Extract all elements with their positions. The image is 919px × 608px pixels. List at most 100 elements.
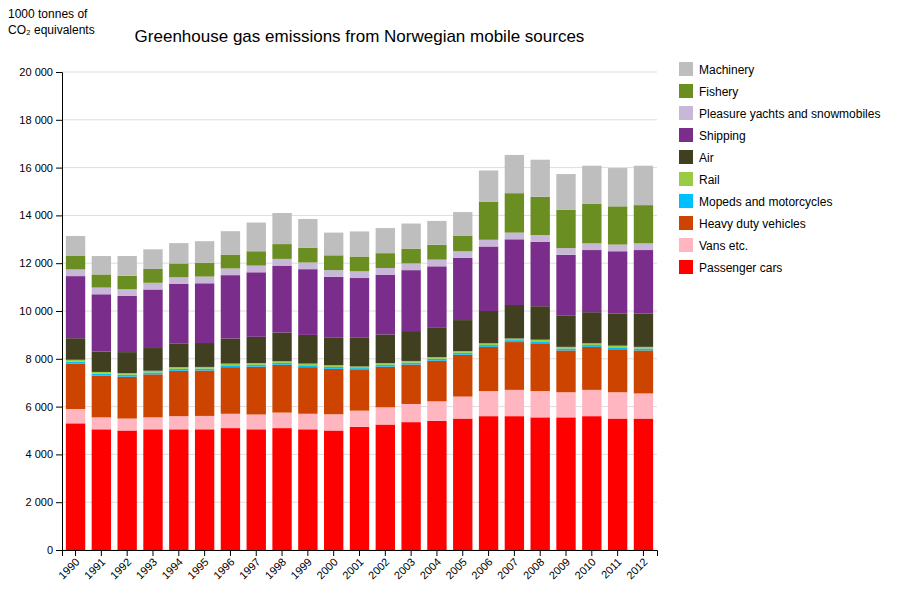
bar [608,245,627,252]
bar [556,248,575,255]
bar [350,231,369,256]
y-tick-label: 8 000 [25,353,53,365]
x-tick: 2005 [443,550,469,581]
legend-item: Rail [679,172,720,187]
bar [247,414,266,429]
x-tick-label: 2011 [599,556,624,581]
bar [66,236,85,256]
x-tick-label: 2001 [340,556,366,582]
bar [582,204,601,243]
bar [582,390,601,416]
x-tick-mark [282,550,283,556]
bar [221,268,240,275]
x-tick: 1990 [56,550,82,581]
bar [582,416,601,550]
x-tick: 2009 [546,550,572,581]
bar [195,277,214,284]
bar [479,311,498,343]
x-tick: 2002 [366,550,392,581]
bar [169,367,188,369]
x-tick-mark [540,550,541,556]
bar [556,350,575,392]
bar [531,160,550,197]
bar [582,345,601,347]
bar [272,259,291,266]
bar [169,371,188,416]
bar [298,364,317,366]
bar [195,283,214,343]
bar [92,288,111,295]
bar [479,416,498,550]
bar [298,429,317,550]
x-axis-line [63,551,658,557]
bar [66,338,85,360]
bar [582,312,601,343]
bar [66,269,85,276]
bar [324,414,343,430]
x-tick: 1999 [288,550,314,581]
bar [453,419,472,550]
x-tick: 2006 [469,550,495,581]
x-tick-mark [127,550,128,556]
bar [608,251,627,313]
bar [608,168,627,206]
bar [401,224,420,249]
bar [66,364,85,409]
legend-label: Fishery [699,85,738,99]
bar [169,344,188,367]
x-tick-mark [591,550,592,556]
y-axis: 02 0004 0006 0008 00010 00012 00014 0001… [19,66,62,556]
bar [169,284,188,344]
y-tick-mark [56,168,62,169]
x-tick-mark [152,550,153,556]
bar [505,239,524,305]
bar [221,428,240,550]
x-tick-label: 2012 [624,556,650,582]
bar [556,316,575,347]
bar [634,349,653,351]
x-tick-mark [256,550,257,556]
bar [350,257,369,272]
x-tick: 2011 [599,550,624,581]
bar [582,347,601,390]
bar [582,243,601,250]
legend-item: Mopeds and motorcycles [679,194,832,209]
y-tick: 4 000 [25,448,62,460]
legend-swatch [679,260,693,274]
bar [634,347,653,349]
bar [453,351,472,353]
bar [221,365,240,367]
y-tick: 0 [47,544,62,556]
y-tick-mark [56,120,62,121]
x-tick-label: 2005 [443,556,469,582]
legend-item: Heavy duty vehicles [679,216,806,231]
bar [427,401,446,421]
bar [505,342,524,390]
x-tick: 2004 [417,550,443,581]
bar [376,365,395,367]
bar [143,269,162,283]
bar [92,372,111,374]
y-tick: 20 000 [19,66,62,78]
legend-swatch [679,84,693,98]
bar [298,248,317,263]
y-tick-label: 14 000 [19,209,53,221]
x-tick-label: 1992 [108,556,134,582]
bar [634,419,653,550]
x-tick: 2000 [314,550,340,581]
x-tick-mark [333,550,334,556]
bar [376,275,395,335]
x-tick-mark [566,550,567,556]
bar [531,417,550,550]
bar [634,205,653,243]
legend-swatch [679,216,693,230]
bar [505,233,524,240]
bar [92,352,111,372]
bar [143,371,162,373]
bar [272,361,291,363]
bar [401,361,420,363]
x-tick-mark [230,550,231,556]
bar [634,250,653,313]
bar [453,353,472,355]
bar [195,429,214,550]
